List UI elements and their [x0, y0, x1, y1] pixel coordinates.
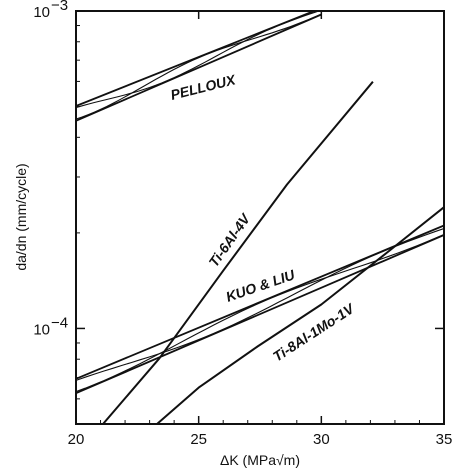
- x-axis-label: ΔK (MPa√m): [220, 452, 300, 468]
- x-tick-label: 30: [313, 431, 330, 448]
- series-band-strand-pelloux: [76, 13, 322, 120]
- series-band-strand-kuo-liu: [76, 227, 444, 381]
- x-tick-label: 25: [190, 431, 207, 448]
- series-band-lower-pelloux: [76, 13, 322, 122]
- axis-ticks: [75, 10, 445, 424]
- curve-label-kuo-liu: KUO & LIU: [224, 266, 298, 305]
- series-band-lower-kuo-liu: [76, 234, 444, 395]
- x-tick-label: 35: [436, 431, 453, 448]
- data-series: [76, 11, 444, 424]
- y-tick-label: 10: [33, 4, 50, 21]
- series-band-strand-pelloux: [76, 11, 321, 109]
- y-tick-label: 10: [33, 321, 50, 338]
- y-tick-exponent: −4: [51, 314, 68, 331]
- series-line-ti-8al-1mo-1v: [156, 206, 444, 424]
- series-line-ti-6al-4v: [102, 81, 374, 424]
- y-tick-exponent: −3: [51, 0, 68, 14]
- x-tick-label: 20: [68, 431, 85, 448]
- series-band-strand-kuo-liu: [76, 233, 444, 393]
- plot-frame: [75, 10, 445, 425]
- y-axis-label: da/dn (mm/cycle): [13, 163, 29, 270]
